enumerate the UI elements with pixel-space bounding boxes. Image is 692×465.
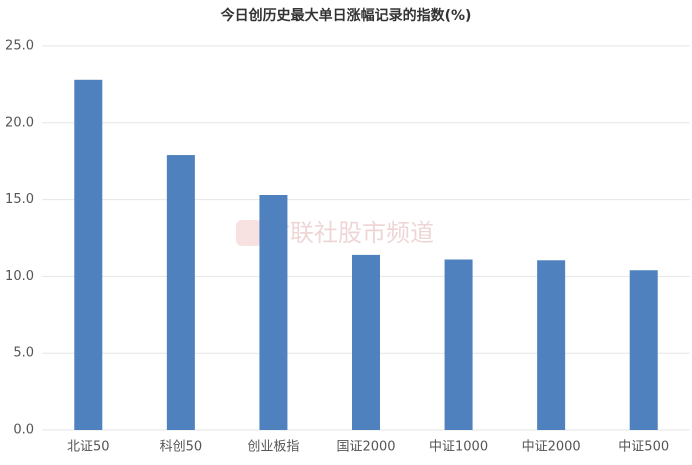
bar	[629, 270, 658, 430]
y-tick-label: 20.0	[5, 115, 34, 130]
watermark: 财联社股市频道	[266, 219, 434, 247]
y-tick-label: 25.0	[5, 39, 34, 54]
x-tick-label: 国证2000	[336, 440, 395, 455]
bar	[352, 254, 380, 430]
x-tick-label: 中证2000	[522, 440, 581, 455]
bar	[259, 194, 288, 430]
y-tick-label: 5.0	[13, 346, 34, 361]
y-tick-label: 0.0	[13, 423, 34, 438]
watermark-logo	[236, 220, 262, 246]
bar	[166, 155, 195, 430]
y-tick-label: 10.0	[5, 269, 34, 284]
x-tick-label: 创业板指	[247, 440, 299, 455]
x-tick-label: 科创50	[160, 440, 203, 455]
x-tick-label: 中证1000	[429, 440, 488, 455]
bar	[537, 260, 566, 430]
x-tick-label: 中证500	[618, 440, 669, 455]
chart-title: 今日创历史最大单日涨幅记录的指数(%)	[220, 7, 472, 24]
y-tick-label: 15.0	[5, 192, 34, 207]
bar	[74, 79, 103, 431]
x-tick-label: 北证50	[67, 440, 110, 455]
bar	[444, 259, 473, 430]
